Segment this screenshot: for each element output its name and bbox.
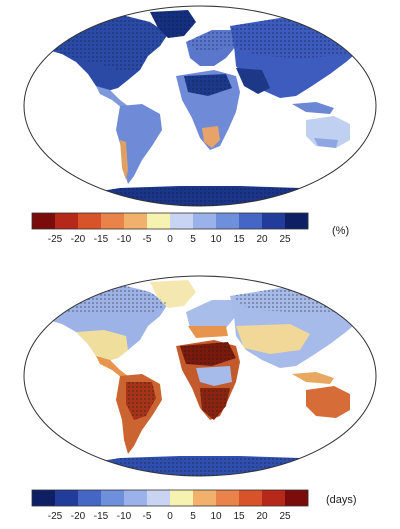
colorbar-swatch bbox=[216, 213, 240, 229]
colorbar-tick-label: -20 bbox=[71, 511, 86, 522]
australia bbox=[306, 386, 350, 418]
colorbar-swatch bbox=[239, 213, 263, 229]
central-america bbox=[96, 86, 128, 108]
colorbar-tick-label: -20 bbox=[71, 234, 86, 245]
colorbar-tick-label: 15 bbox=[233, 511, 245, 522]
colorbar-swatch bbox=[147, 490, 171, 506]
map-outline bbox=[23, 275, 377, 477]
colorbar-tick-label: 5 bbox=[190, 511, 196, 522]
colorbar-tick-label: 10 bbox=[210, 234, 222, 245]
central-america bbox=[96, 356, 128, 378]
colorbar-swatch bbox=[262, 213, 286, 229]
colorbar-tick-label: 10 bbox=[210, 511, 222, 522]
middle-east-dark bbox=[236, 68, 270, 94]
maritime-asia bbox=[292, 102, 334, 114]
dry-days-change-map: -25 -20 -15 -10 -5 0 5 10 15 20 25 (days) bbox=[23, 275, 377, 522]
colorbar-swatch bbox=[32, 490, 56, 506]
significance-stippling bbox=[40, 10, 362, 206]
australia-south bbox=[314, 138, 338, 148]
colorbar-tick-label: -25 bbox=[48, 234, 63, 245]
colorbar-tick-label: 25 bbox=[279, 511, 291, 522]
colorbar-swatch bbox=[193, 213, 217, 229]
colorbar-swatch bbox=[147, 213, 171, 229]
colorbar-tick-label: -10 bbox=[117, 234, 132, 245]
map-outline bbox=[23, 5, 377, 207]
south-america-dry-west bbox=[120, 140, 128, 180]
colorbar-swatch bbox=[124, 490, 148, 506]
southern-africa-dry bbox=[202, 126, 220, 148]
precipitation-colorbar: -25 -20 -15 -10 -5 0 5 10 15 20 25 bbox=[31, 212, 309, 245]
colorbar-tick-label: 20 bbox=[256, 511, 268, 522]
north-america-south bbox=[76, 330, 128, 362]
colorbar-unit-label: (days) bbox=[326, 494, 357, 506]
colorbar-swatch bbox=[32, 213, 56, 229]
dry-days-change-panel: -25 -20 -15 -10 -5 0 5 10 15 20 25 (days) bbox=[0, 270, 400, 529]
colorbar-tick-label: -5 bbox=[143, 234, 152, 245]
colorbar-swatch bbox=[124, 213, 148, 229]
colorbar-tick-label: -15 bbox=[94, 234, 109, 245]
colorbar-tick-label: -5 bbox=[143, 511, 152, 522]
colorbar-swatch bbox=[78, 490, 102, 506]
precipitation-change-panel: -25 -20 -15 -10 -5 0 5 10 15 20 25 (%) bbox=[0, 0, 400, 260]
colorbar-swatch bbox=[262, 490, 286, 506]
colorbar-swatch bbox=[239, 490, 263, 506]
colorbar-swatch bbox=[55, 213, 79, 229]
colorbar-tick-label: 15 bbox=[233, 234, 245, 245]
dry-days-colorbar: -25 -20 -15 -10 -5 0 5 10 15 20 25 bbox=[31, 489, 309, 522]
colorbar-swatch bbox=[101, 213, 125, 229]
colorbar-tick-label: -10 bbox=[117, 511, 132, 522]
maritime-asia bbox=[292, 372, 334, 384]
colorbar-tick-label: 0 bbox=[167, 511, 173, 522]
colorbar-swatch bbox=[170, 490, 194, 506]
colorbar-swatch bbox=[55, 490, 79, 506]
colorbar-unit-label: (%) bbox=[332, 225, 349, 237]
colorbar-swatch bbox=[170, 213, 194, 229]
colorbar-swatch bbox=[101, 490, 125, 506]
mediterranean bbox=[188, 326, 228, 338]
colorbar-swatch bbox=[285, 213, 309, 229]
colorbar-swatch bbox=[193, 490, 217, 506]
colorbar-tick-label: 0 bbox=[167, 234, 173, 245]
colorbar-border bbox=[31, 489, 309, 507]
colorbar-tick-label: 5 bbox=[190, 234, 196, 245]
colorbar-swatch bbox=[78, 213, 102, 229]
colorbar-tick-label: -25 bbox=[48, 511, 63, 522]
colorbar-border bbox=[31, 212, 309, 230]
precipitation-change-map: -25 -20 -15 -10 -5 0 5 10 15 20 25 (%) bbox=[23, 5, 377, 245]
colorbar-tick-label: 25 bbox=[279, 234, 291, 245]
colorbar-tick-label: 20 bbox=[256, 234, 268, 245]
colorbar-swatch bbox=[285, 490, 309, 506]
colorbar-swatch bbox=[216, 490, 240, 506]
central-africa bbox=[196, 366, 232, 386]
central-asia-dry bbox=[236, 324, 310, 354]
colorbar-tick-label: -15 bbox=[94, 511, 109, 522]
